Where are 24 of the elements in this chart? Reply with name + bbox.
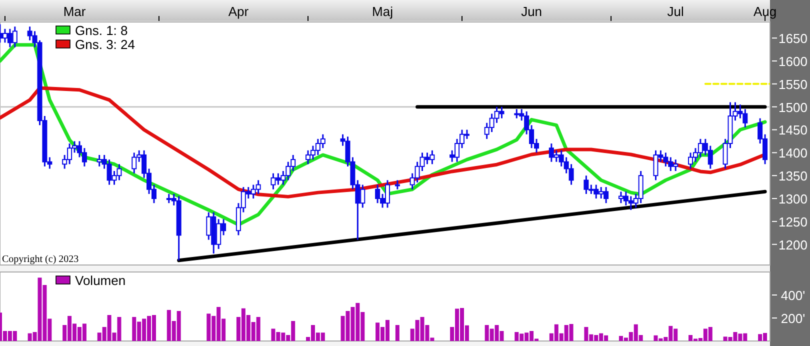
y-tick-label: 1200	[778, 237, 808, 252]
annotation: Copyright (c) 2023	[2, 254, 79, 265]
y-tick-label: 1400	[778, 146, 808, 161]
x-tick-label: Mar	[63, 4, 86, 19]
y-tick-label: 1600	[778, 54, 808, 69]
y-tick-label: 1300	[778, 192, 808, 207]
y-tick-label: 1350	[778, 168, 808, 184]
y-tick-label: 1550	[778, 76, 808, 92]
x-tick-label: Apr	[228, 4, 250, 19]
candlestick	[394, 179, 400, 190]
x-tick-label: Aug	[753, 4, 777, 19]
y-tick-label: 400'	[780, 288, 806, 303]
legend-label: Gns. 3: 24	[75, 37, 135, 52]
x-tick-label: Jun	[521, 4, 542, 19]
y-tick-label: 1500	[778, 100, 808, 115]
y-tick-label: 200'	[780, 311, 806, 326]
x-tick-label: Maj	[372, 4, 394, 19]
legend-label: Volumen	[75, 273, 126, 288]
y-tick-label: 1450	[778, 122, 808, 138]
bar	[395, 325, 400, 341]
y-tick-label: 1650	[778, 31, 808, 46]
y-tick-label: 1250	[778, 214, 808, 230]
x-tick-label: Jul	[667, 4, 684, 19]
legend-label: Gns. 1: 8	[75, 23, 128, 38]
